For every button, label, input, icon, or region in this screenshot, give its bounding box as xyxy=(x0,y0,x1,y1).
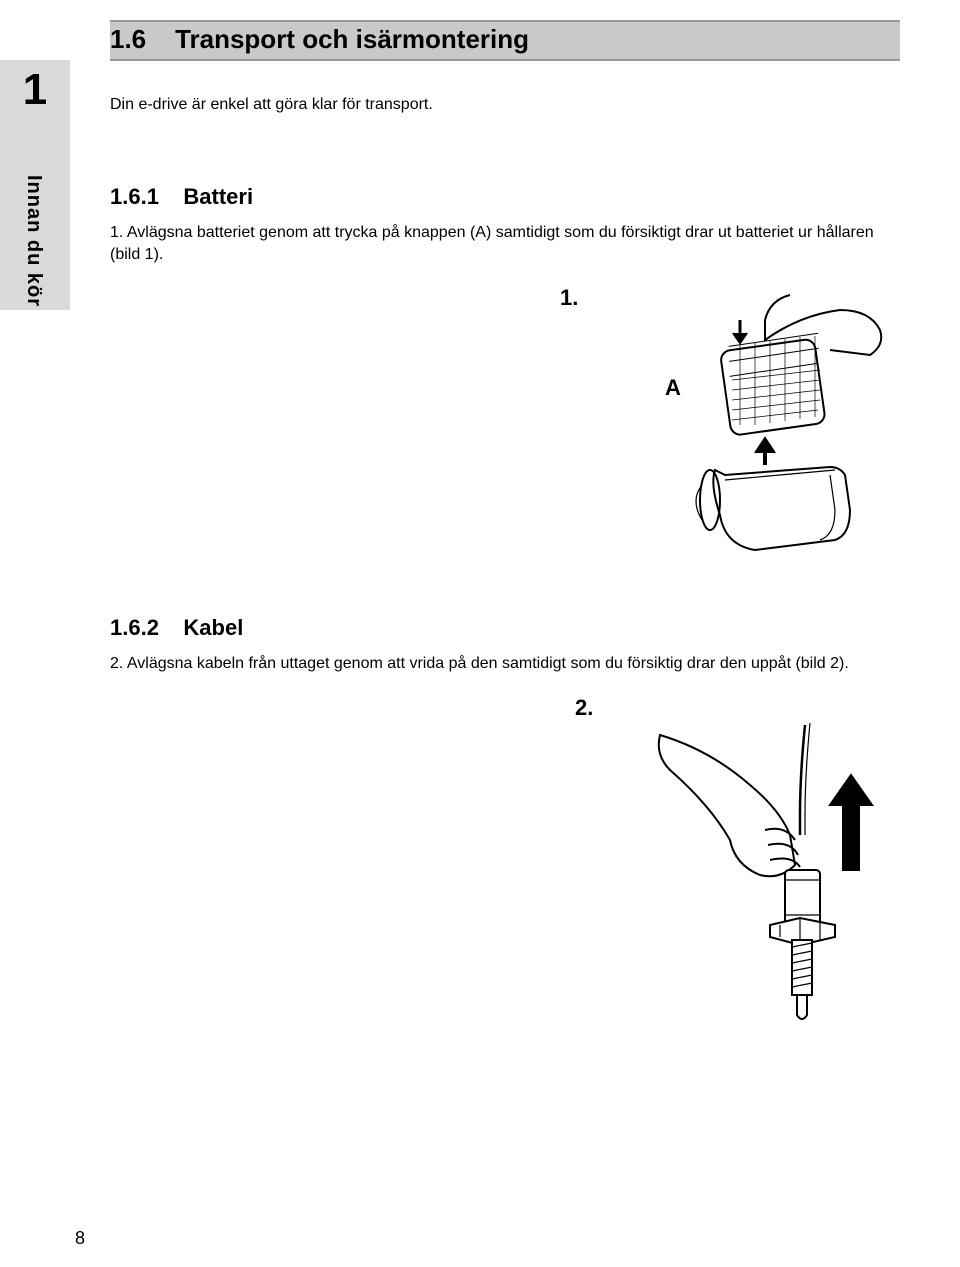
figure-2-area: 2. xyxy=(110,695,900,1015)
intro-text: Din e-drive är enkel att göra klar för t… xyxy=(110,96,900,114)
chapter-number: 1 xyxy=(0,65,70,115)
sidebar-section-label: Innan du kör xyxy=(22,175,45,307)
subsection-title: Kabel xyxy=(183,615,243,640)
sub1-text: 1. Avlägsna batteriet genom att trycka p… xyxy=(110,222,900,265)
figure-1-area: 1. A xyxy=(110,285,900,575)
figure-1-number: 1. xyxy=(560,285,578,311)
subsection-number: 1.6.1 xyxy=(110,184,159,209)
subsection-number: 1.6.2 xyxy=(110,615,159,640)
figure-2-number: 2. xyxy=(575,695,593,721)
subsection-title: Batteri xyxy=(183,184,253,209)
battery-removal-illustration xyxy=(670,285,900,565)
page-number: 8 xyxy=(75,1228,85,1249)
subsection-heading-batteri: 1.6.1 Batteri xyxy=(110,184,900,210)
section-number: 1.6 xyxy=(110,24,146,54)
sub2-text: 2. Avlägsna kabeln från uttaget genom at… xyxy=(110,653,900,675)
cable-removal-illustration xyxy=(650,715,890,1025)
section-header: 1.6 Transport och isärmontering xyxy=(110,20,900,61)
section-title: Transport och isärmontering xyxy=(175,24,529,54)
subsection-heading-kabel: 1.6.2 Kabel xyxy=(110,615,900,641)
